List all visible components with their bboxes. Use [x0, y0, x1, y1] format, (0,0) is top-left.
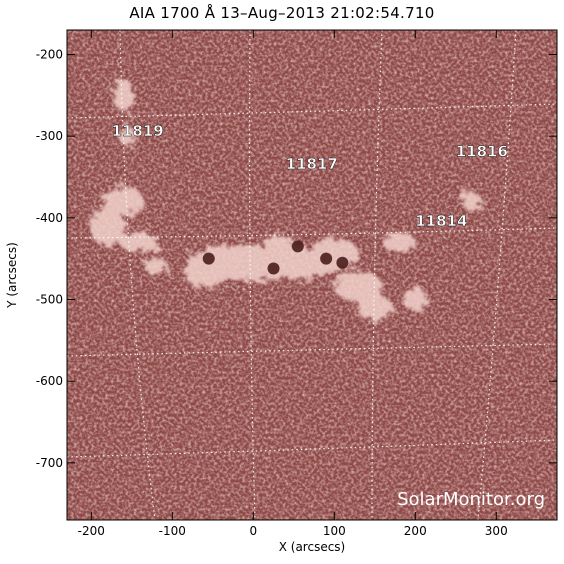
- latitude-line: [67, 439, 557, 458]
- latitude-line: [67, 343, 557, 357]
- y-tick-label: -600: [36, 374, 63, 388]
- y-tick: -300: [36, 129, 557, 143]
- sunspot: [202, 252, 215, 265]
- x-tick-label: 0: [249, 524, 257, 538]
- plage-patch: [184, 262, 225, 288]
- plage-patch: [334, 272, 383, 302]
- y-tick: -500: [36, 293, 557, 307]
- plage-patch: [103, 186, 144, 217]
- sunspot: [336, 256, 349, 269]
- y-tick: -200: [36, 48, 557, 62]
- y-tick: -700: [36, 456, 557, 470]
- longitude-line: [119, 30, 156, 520]
- active-region-label: 11814: [415, 212, 467, 230]
- plage-patch: [309, 238, 359, 271]
- x-tick: -200: [78, 30, 105, 538]
- plage-patch: [89, 205, 126, 247]
- y-tick-label: -400: [36, 211, 63, 225]
- x-tick-label: 200: [404, 524, 427, 538]
- y-tick-label: -200: [36, 48, 63, 62]
- x-tick-label: -200: [78, 524, 105, 538]
- x-tick-label: 300: [485, 524, 508, 538]
- latitude-line: [67, 103, 557, 119]
- active-region-label: 11817: [286, 155, 338, 173]
- longitude-line: [371, 30, 383, 520]
- plage-patch: [261, 234, 294, 251]
- x-axis-ticks: -200 -100 0 100 200 300: [78, 30, 508, 538]
- plage-patch: [113, 79, 134, 112]
- plage-patch: [382, 232, 416, 253]
- x-tick: 200: [404, 30, 427, 538]
- plage-patch: [119, 232, 161, 253]
- sunspot: [291, 240, 304, 253]
- heliographic-grid: [67, 30, 557, 520]
- plage-patch: [403, 287, 428, 312]
- longitude-line: [477, 30, 517, 520]
- sunspots: [202, 240, 349, 275]
- active-region-label: 11816: [456, 143, 508, 161]
- x-tick-label: -100: [159, 524, 186, 538]
- x-tick: -100: [159, 30, 186, 538]
- plot-frame: [66, 29, 558, 521]
- y-tick: -600: [36, 374, 557, 388]
- watermark-text: SolarMonitor.org: [397, 489, 545, 510]
- y-tick: -400: [36, 211, 557, 225]
- plage-patch: [143, 258, 169, 276]
- plage-patch: [356, 295, 393, 320]
- y-tick-label: -700: [36, 456, 63, 470]
- active-region-label: 11819: [112, 122, 164, 140]
- y-tick-label: -300: [36, 129, 63, 143]
- x-tick-label: 100: [323, 524, 346, 538]
- x-axis-label: X (arcsecs): [278, 540, 346, 554]
- plage-patch: [119, 126, 136, 146]
- y-axis-label: Y (arcsecs): [5, 242, 19, 308]
- longitude-line: [248, 30, 256, 520]
- sunspot: [267, 262, 280, 275]
- active-region-labels: 11819 11817 11816 11814: [111, 122, 508, 230]
- x-tick: 0: [249, 30, 257, 538]
- sunspot: [320, 252, 333, 265]
- plage-patch: [462, 191, 482, 212]
- latitude-line: [67, 227, 557, 239]
- image-title: AIA 1700 Å 13–Aug–2013 21:02:54.710: [129, 4, 435, 22]
- solar-image: 11819 11817 11816 11814 SolarMonitor.org: [67, 30, 557, 520]
- x-tick: 300: [485, 30, 508, 538]
- y-tick-label: -500: [36, 293, 63, 307]
- y-axis-ticks: -200 -300 -400 -500 -600 -700: [36, 48, 557, 470]
- x-tick: 100: [323, 30, 346, 538]
